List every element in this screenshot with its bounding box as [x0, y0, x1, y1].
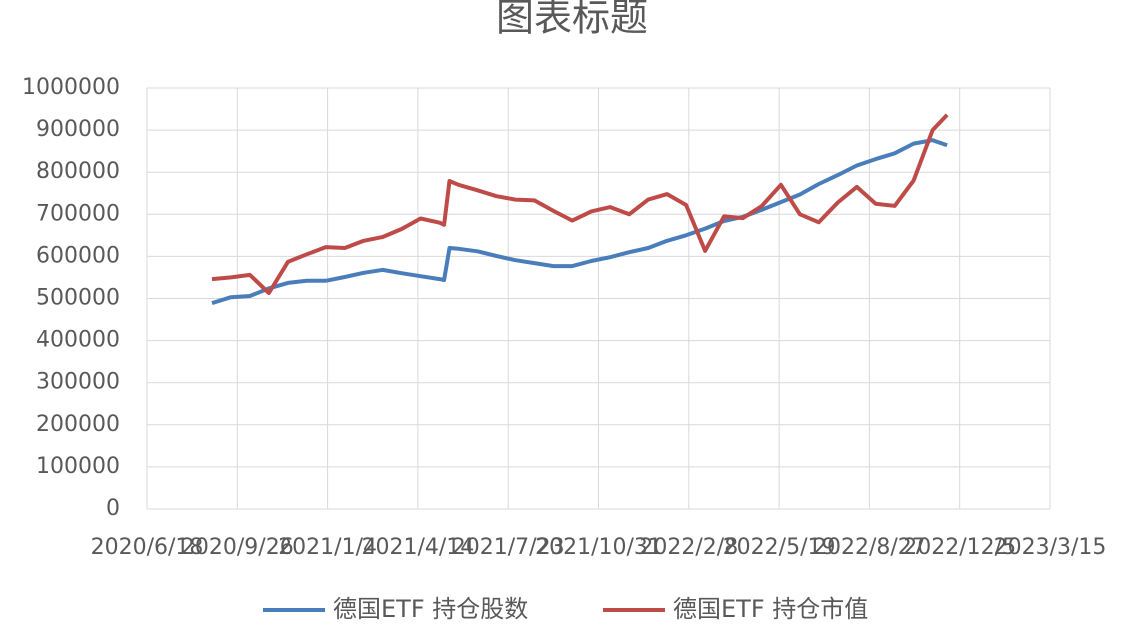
x-tick-label: 2023/3/15	[994, 535, 1107, 560]
x-tick-label: 2021/10/31	[535, 535, 662, 560]
y-tick-label: 300000	[36, 370, 120, 395]
x-tick-label: 2021/7/23	[452, 535, 565, 560]
legend-label: 德国ETF 持仓股数	[333, 595, 528, 623]
y-tick-label: 200000	[36, 412, 120, 437]
x-tick-label: 2022/5/19	[723, 535, 836, 560]
x-tick-label: 2020/9/26	[181, 535, 294, 560]
data-line	[211, 113, 949, 295]
x-tick-label: 2022/12/5	[903, 535, 1016, 560]
x-tick-label: 2021/1/4	[278, 535, 377, 560]
y-tick-label: 800000	[36, 159, 120, 184]
y-tick-label: 0	[106, 496, 120, 521]
y-tick-label: 100000	[36, 454, 120, 479]
y-tick-label: 1000000	[22, 75, 120, 100]
x-tick-label: 2021/4/14	[361, 535, 474, 560]
data-line	[211, 138, 948, 306]
chart-title: 图表标题	[496, 0, 648, 40]
y-tick-label: 900000	[36, 117, 120, 142]
y-tick-label: 500000	[36, 286, 120, 311]
legend-label: 德国ETF 持仓市值	[673, 595, 868, 623]
x-tick-label: 2022/2/8	[639, 535, 738, 560]
x-tick-label: 2022/8/27	[813, 535, 926, 560]
x-tick-label: 2020/6/18	[91, 535, 204, 560]
y-tick-label: 400000	[36, 328, 120, 353]
y-tick-label: 600000	[36, 243, 120, 268]
y-tick-label: 700000	[36, 201, 120, 226]
